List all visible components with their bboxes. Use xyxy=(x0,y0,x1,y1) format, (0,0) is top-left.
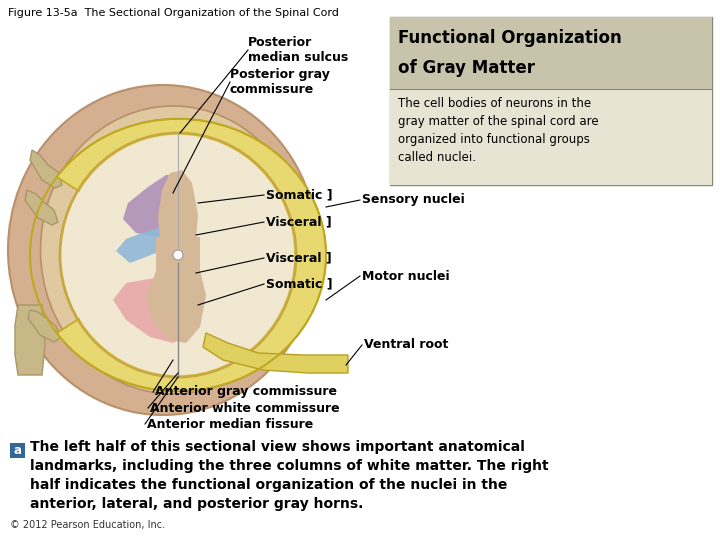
Polygon shape xyxy=(123,175,188,237)
Polygon shape xyxy=(30,150,62,188)
Ellipse shape xyxy=(60,133,296,377)
Text: Functional Organization: Functional Organization xyxy=(398,29,622,47)
Text: Somatic ]: Somatic ] xyxy=(266,188,333,201)
Text: Sensory nuclei: Sensory nuclei xyxy=(362,193,464,206)
Text: Visceral ]: Visceral ] xyxy=(266,215,332,228)
Text: Anterior white commissure: Anterior white commissure xyxy=(150,402,340,415)
Text: Motor nuclei: Motor nuclei xyxy=(362,269,449,282)
Text: Posterior
median sulcus: Posterior median sulcus xyxy=(248,36,348,64)
FancyBboxPatch shape xyxy=(390,17,712,89)
Text: Posterior gray
commissure: Posterior gray commissure xyxy=(230,68,330,96)
Polygon shape xyxy=(146,271,206,343)
Polygon shape xyxy=(158,170,198,239)
FancyBboxPatch shape xyxy=(10,443,25,458)
Polygon shape xyxy=(156,237,200,273)
Text: Figure 13-5a  The Sectional Organization of the Spinal Cord: Figure 13-5a The Sectional Organization … xyxy=(8,8,339,18)
Text: The left half of this sectional view shows important anatomical
landmarks, inclu: The left half of this sectional view sho… xyxy=(30,440,549,511)
Text: Anterior gray commissure: Anterior gray commissure xyxy=(155,386,337,399)
Polygon shape xyxy=(57,119,326,391)
Polygon shape xyxy=(113,277,196,343)
Text: of Gray Matter: of Gray Matter xyxy=(398,59,535,77)
Text: Visceral ]: Visceral ] xyxy=(266,252,332,265)
Polygon shape xyxy=(146,271,206,343)
Ellipse shape xyxy=(8,85,318,415)
Text: Anterior median fissure: Anterior median fissure xyxy=(147,417,313,430)
Polygon shape xyxy=(25,190,58,225)
Polygon shape xyxy=(28,310,60,342)
FancyBboxPatch shape xyxy=(390,89,712,185)
Text: The cell bodies of neurons in the
gray matter of the spinal cord are
organized i: The cell bodies of neurons in the gray m… xyxy=(398,97,598,164)
Polygon shape xyxy=(158,170,198,239)
Polygon shape xyxy=(116,225,186,263)
Ellipse shape xyxy=(62,135,294,375)
Circle shape xyxy=(173,250,183,260)
Polygon shape xyxy=(116,225,186,263)
Polygon shape xyxy=(113,277,196,343)
Text: Ventral root: Ventral root xyxy=(364,339,449,352)
Text: © 2012 Pearson Education, Inc.: © 2012 Pearson Education, Inc. xyxy=(10,520,165,530)
Text: a: a xyxy=(14,444,22,457)
Polygon shape xyxy=(15,305,45,375)
Polygon shape xyxy=(156,237,200,273)
Text: Somatic ]: Somatic ] xyxy=(266,278,333,291)
Polygon shape xyxy=(123,175,188,237)
Ellipse shape xyxy=(40,106,305,394)
Polygon shape xyxy=(146,271,206,343)
Polygon shape xyxy=(203,333,348,373)
Polygon shape xyxy=(158,170,198,239)
Polygon shape xyxy=(156,237,200,273)
